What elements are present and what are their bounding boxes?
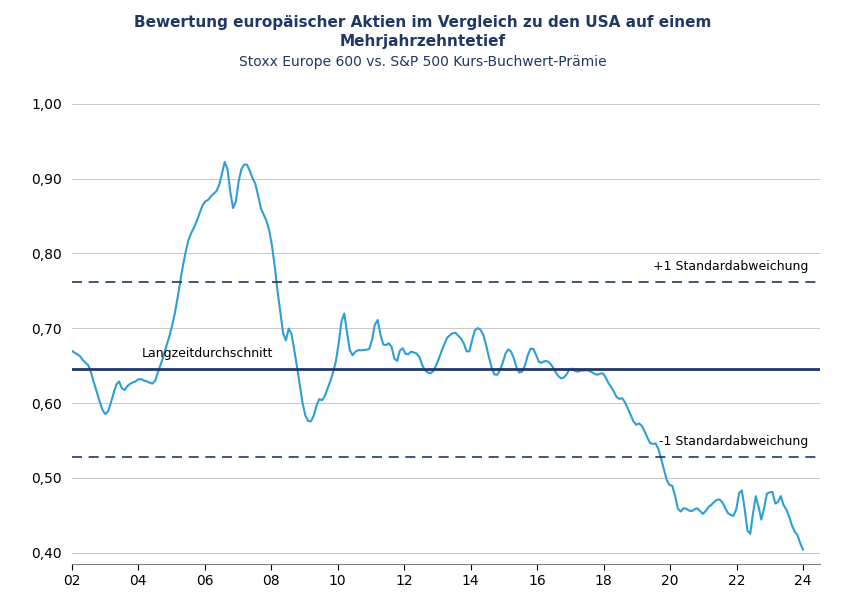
Text: Stoxx Europe 600 vs. S&P 500 Kurs-Buchwert-Prämie: Stoxx Europe 600 vs. S&P 500 Kurs-Buchwe… (238, 55, 606, 69)
Text: -1 Standardabweichung: -1 Standardabweichung (658, 435, 808, 448)
Text: Langzeitdurchschnitt: Langzeitdurchschnitt (142, 348, 273, 360)
Text: Bewertung europäischer Aktien im Vergleich zu den USA auf einem: Bewertung europäischer Aktien im Verglei… (133, 15, 711, 30)
Text: +1 Standardabweichung: +1 Standardabweichung (652, 260, 808, 273)
Text: Mehrjahrzehntetief: Mehrjahrzehntetief (339, 34, 505, 48)
